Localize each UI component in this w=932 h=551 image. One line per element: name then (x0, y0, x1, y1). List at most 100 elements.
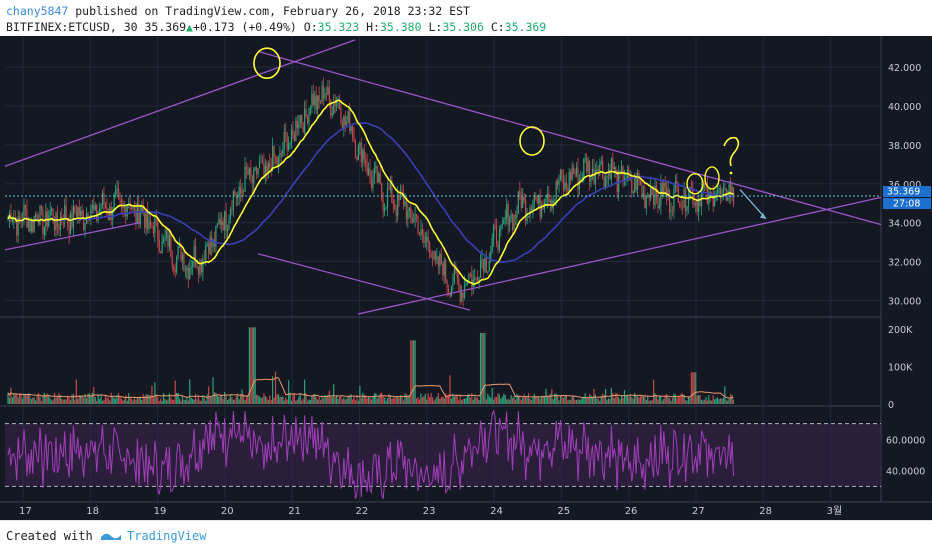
candle-body (78, 207, 80, 216)
author-link[interactable]: chany5847 (6, 4, 69, 18)
volume-bar (370, 399, 373, 404)
candle-body (362, 149, 364, 163)
tradingview-link[interactable]: TradingView (127, 529, 207, 543)
price-tick-label: 30.000 (888, 296, 921, 307)
candle-body (274, 156, 277, 158)
volume-bar (321, 395, 323, 404)
volume-bar (591, 396, 594, 404)
volume-bar (174, 380, 176, 404)
volume-bar (440, 397, 442, 404)
candle-body (434, 251, 437, 260)
volume-bar (565, 394, 567, 404)
candle-body (709, 192, 711, 198)
candle-body (190, 266, 192, 269)
volume-bar (715, 398, 717, 404)
candle-body (309, 107, 312, 109)
candle-body (122, 205, 124, 209)
candle-body (19, 215, 21, 221)
price-tick-label: 36.000 (888, 180, 921, 191)
volume-bar (674, 394, 676, 404)
volume-bar (52, 399, 54, 404)
volume-bar (559, 395, 562, 404)
volume-bar (129, 396, 131, 404)
candle-body (94, 205, 96, 211)
volume-bar (359, 385, 361, 404)
volume-bar (177, 393, 179, 404)
volume-bar (189, 379, 191, 404)
candle-body (248, 167, 250, 175)
candle-body (479, 260, 482, 278)
candle-body (100, 205, 102, 209)
volume-bar (112, 396, 114, 404)
volume-bar (625, 395, 627, 404)
candle-body (485, 258, 487, 273)
candle-body (642, 193, 644, 197)
candle-body (602, 161, 604, 177)
volume-bar (85, 398, 88, 404)
candle-body (222, 221, 224, 231)
volume-bar (96, 400, 98, 404)
volume-bar (402, 400, 405, 404)
question-mark-drawing (723, 136, 740, 167)
candle-body (593, 168, 595, 184)
chart-canvas[interactable]: 42.000 40.000 38.000 36.000 34.000 32.000 30.0… (0, 36, 932, 520)
volume-bar (612, 392, 614, 404)
volume-bar (250, 327, 252, 404)
candle-body (321, 85, 323, 102)
candle-body (714, 199, 716, 207)
volume-bar (113, 397, 115, 404)
volume-bar (304, 379, 306, 404)
candle-body (103, 192, 105, 204)
volume-bar (72, 394, 75, 404)
arrow-head-icon (760, 212, 766, 219)
volume-bar (638, 397, 640, 404)
candle-body (647, 194, 649, 197)
volume-bar (469, 397, 471, 404)
candle-body (267, 163, 269, 173)
candle-body (519, 191, 521, 197)
volume-bar (158, 400, 160, 404)
volume-bar (708, 395, 710, 404)
volume-bar (530, 400, 533, 404)
candle-body (24, 204, 27, 209)
candle-body (327, 87, 329, 95)
candle-body (229, 208, 232, 220)
candle-body (401, 192, 403, 193)
volume-bar (101, 400, 104, 404)
support-trendline (357, 196, 882, 315)
volume-bar (404, 393, 406, 404)
candle-body (450, 285, 453, 297)
volume-bar (692, 372, 694, 404)
candle-body (42, 209, 44, 235)
volume-bar (381, 392, 383, 404)
volume-bar (280, 396, 282, 404)
volume-bar (346, 398, 348, 404)
candle-body (466, 281, 469, 284)
tradingview-logo-icon[interactable] (100, 530, 122, 542)
candle-body (436, 256, 438, 260)
candle-body (43, 226, 45, 235)
volume-bar (225, 394, 227, 404)
volume-bar (334, 397, 336, 404)
candle-body (564, 182, 566, 190)
candle-body (123, 207, 125, 209)
volume-bar (215, 392, 217, 404)
candle-body (711, 193, 713, 198)
candle-body (676, 180, 678, 185)
candle-body (209, 236, 211, 254)
volume-bar (71, 394, 73, 404)
candle-body (431, 257, 434, 259)
volume-bar (619, 399, 621, 404)
volume-bar (365, 395, 367, 404)
volume-bar (254, 327, 256, 404)
volume-bar (138, 396, 140, 404)
candle-body (151, 226, 153, 228)
candle-body (181, 254, 184, 261)
volume-bar (450, 398, 453, 404)
candle-body (331, 113, 333, 116)
volume-bar (234, 399, 236, 404)
volume-bar (81, 395, 83, 404)
volume-bar (378, 396, 380, 404)
volume-bar (437, 392, 439, 404)
candle-body (494, 225, 496, 227)
